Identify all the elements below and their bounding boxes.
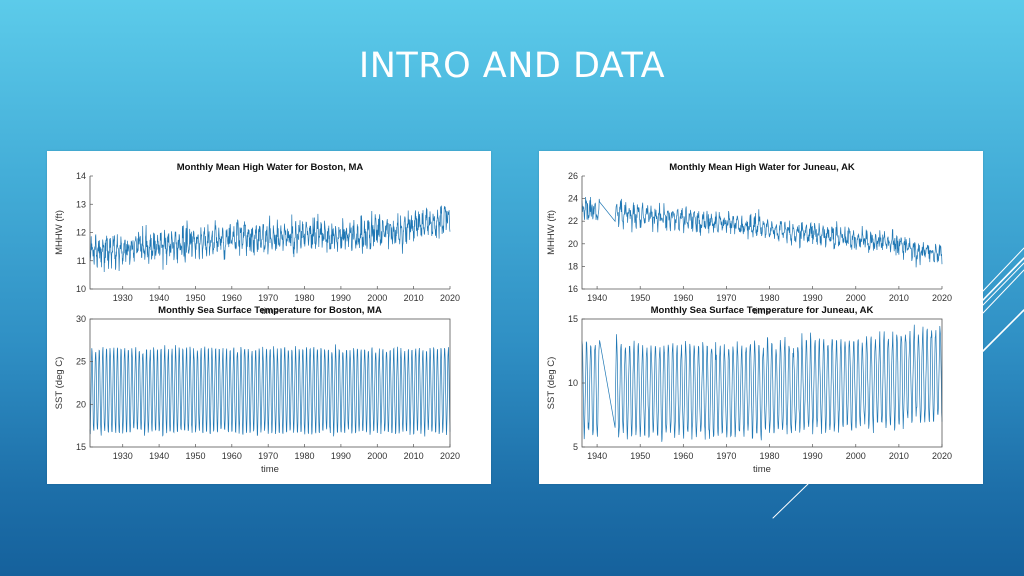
y-tick-label: 20 <box>76 399 86 409</box>
juneau-charts-svg: Monthly Mean High Water for Juneau, AK 19… <box>546 162 952 475</box>
y-axis-label: SST (deg C) <box>546 357 557 410</box>
y-axis-label: MHHW (ft) <box>546 210 557 255</box>
x-axis-label: time <box>261 306 279 317</box>
x-tick-label: 1960 <box>222 293 242 303</box>
x-tick-label: 1970 <box>258 451 278 461</box>
x-tick-label: 1940 <box>587 293 607 303</box>
plot-box <box>89 318 451 448</box>
y-tick-label: 24 <box>568 194 578 204</box>
y-axis-label: SST (deg C) <box>54 357 65 410</box>
y-tick-label: 15 <box>76 442 86 452</box>
chart-title: Monthly Mean High Water for Boston, MA <box>177 162 364 173</box>
y-axis-label: MHHW (ft) <box>54 210 65 255</box>
x-axis-label: time <box>753 464 771 475</box>
boston-mhhw-chart: Monthly Mean High Water for Boston, MA 19… <box>54 162 460 317</box>
x-tick-label: 1960 <box>222 451 242 461</box>
x-tick-label: 1960 <box>673 451 693 461</box>
x-tick-label: 1990 <box>803 451 823 461</box>
slide-title: INTRO AND DATA <box>358 46 666 86</box>
x-tick-label: 1970 <box>716 451 736 461</box>
y-tick-label: 10 <box>568 378 578 388</box>
x-tick-label: 1960 <box>673 293 693 303</box>
x-tick-label: 1990 <box>331 451 351 461</box>
x-tick-label: 2020 <box>440 293 460 303</box>
y-tick-label: 10 <box>76 284 86 294</box>
y-tick-label: 22 <box>568 216 578 226</box>
y-tick-label: 11 <box>77 256 86 266</box>
y-tick-label: 14 <box>76 171 86 181</box>
data-line <box>581 196 943 268</box>
x-tick-label: 1980 <box>295 451 315 461</box>
x-tick-label: 1940 <box>149 451 169 461</box>
y-tick-label: 12 <box>76 228 86 238</box>
x-axis-label: time <box>261 464 279 475</box>
x-tick-label: 2010 <box>404 293 424 303</box>
x-axis-label: time <box>753 306 771 317</box>
x-tick-label: 2020 <box>932 293 952 303</box>
boston-sst-chart: Monthly Sea Surface Temperature for Bost… <box>54 305 460 475</box>
x-tick-label: 1980 <box>760 293 780 303</box>
y-tick-label: 5 <box>573 442 578 452</box>
boston-charts-panel: Monthly Mean High Water for Boston, MA 19… <box>47 151 491 484</box>
x-tick-label: 1970 <box>258 293 278 303</box>
y-tick-label: 26 <box>568 171 578 181</box>
y-tick-label: 30 <box>76 314 86 324</box>
x-tick-label: 2010 <box>889 293 909 303</box>
x-tick-label: 1980 <box>295 293 315 303</box>
data-line <box>89 205 451 273</box>
y-tick-label: 15 <box>568 314 578 324</box>
x-tick-label: 1990 <box>331 293 351 303</box>
x-tick-label: 1970 <box>716 293 736 303</box>
juneau-sst-chart: Monthly Sea Surface Temperature for June… <box>546 305 952 475</box>
x-tick-label: 2000 <box>846 293 866 303</box>
x-tick-label: 1980 <box>760 451 780 461</box>
x-tick-label: 1940 <box>149 293 169 303</box>
y-tick-label: 18 <box>568 261 578 271</box>
x-tick-label: 2000 <box>846 451 866 461</box>
data-line <box>581 324 943 442</box>
y-tick-label: 13 <box>76 199 86 209</box>
x-tick-label: 2000 <box>367 451 387 461</box>
x-tick-label: 2000 <box>367 293 387 303</box>
x-tick-label: 2010 <box>889 451 909 461</box>
x-tick-label: 1990 <box>803 293 823 303</box>
x-tick-label: 1950 <box>185 293 205 303</box>
x-tick-label: 1950 <box>630 293 650 303</box>
x-tick-label: 1930 <box>113 451 133 461</box>
boston-charts-svg: Monthly Mean High Water for Boston, MA 19… <box>54 162 460 475</box>
juneau-mhhw-chart: Monthly Mean High Water for Juneau, AK 19… <box>546 162 952 317</box>
chart-title: Monthly Mean High Water for Juneau, AK <box>669 162 855 173</box>
x-tick-label: 1950 <box>630 451 650 461</box>
x-tick-label: 2020 <box>932 451 952 461</box>
y-tick-label: 16 <box>568 284 578 294</box>
x-tick-label: 1930 <box>113 293 133 303</box>
x-tick-label: 2020 <box>440 451 460 461</box>
chart-title: Monthly Sea Surface Temperature for Bost… <box>158 305 382 316</box>
y-tick-label: 25 <box>76 357 86 367</box>
juneau-charts-panel: Monthly Mean High Water for Juneau, AK 19… <box>539 151 983 484</box>
data-line <box>89 344 451 437</box>
x-tick-label: 1940 <box>587 451 607 461</box>
x-tick-label: 1950 <box>185 451 205 461</box>
chart-title: Monthly Sea Surface Temperature for June… <box>651 305 874 316</box>
x-tick-label: 2010 <box>404 451 424 461</box>
y-tick-label: 20 <box>568 239 578 249</box>
